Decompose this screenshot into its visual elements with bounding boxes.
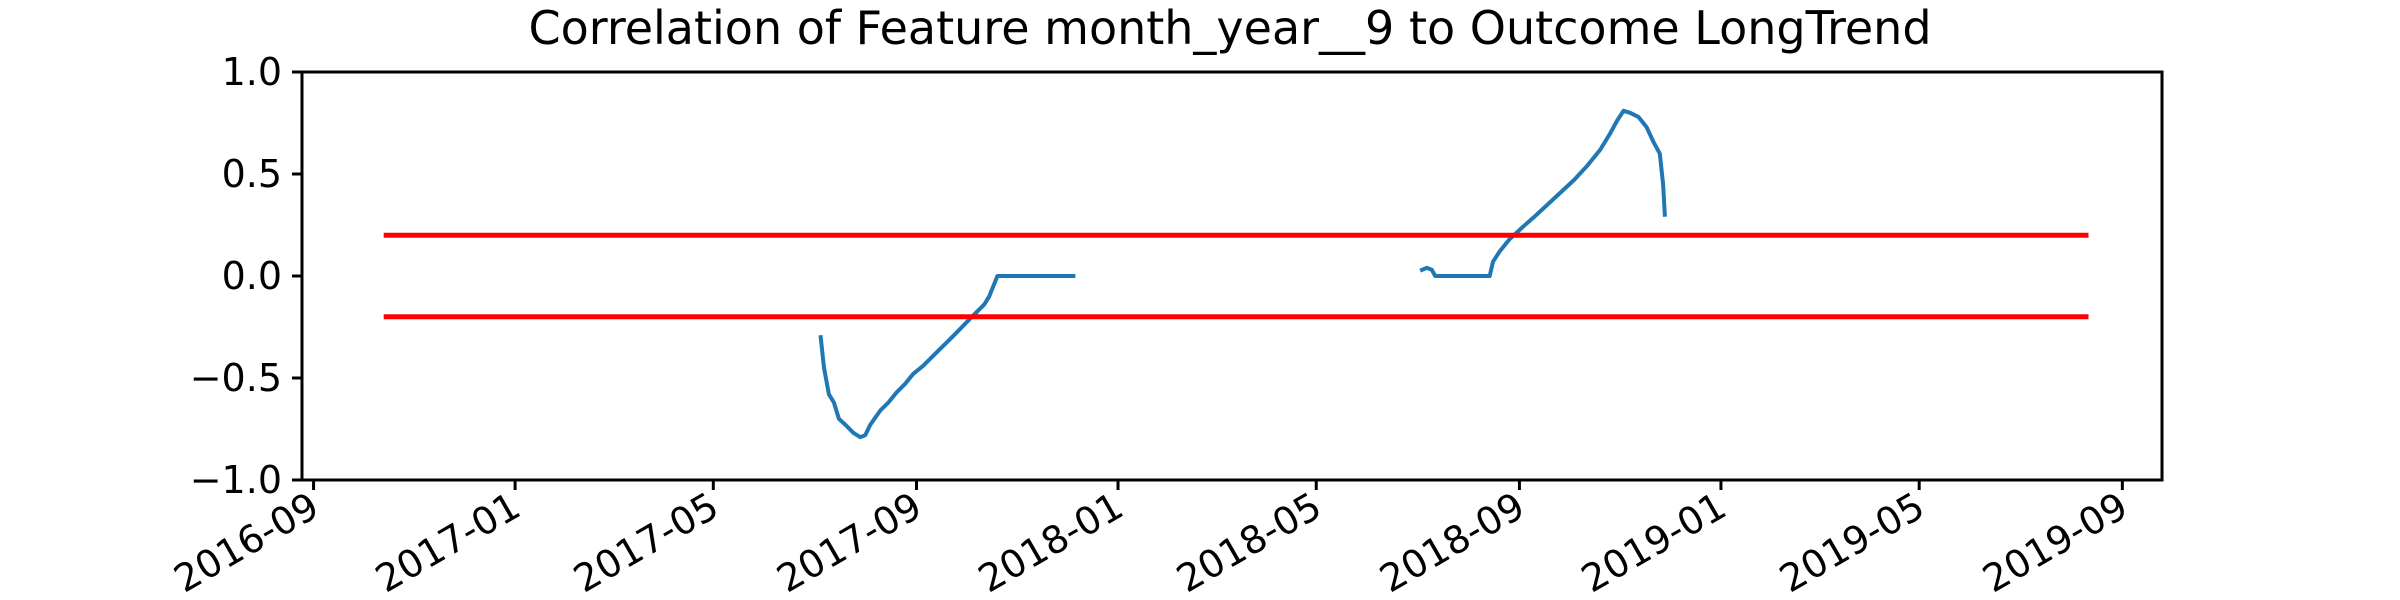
y-axis: 1.0 0.5 0.0 −0.5 −1.0: [190, 50, 302, 502]
x-tick-label: 2018-01: [971, 484, 1131, 600]
y-tick-label: 1.0: [222, 50, 282, 94]
axes-frame: [300, 70, 2164, 482]
x-tick-label: 2018-09: [1372, 484, 1532, 600]
x-tick-label: 2018-05: [1169, 484, 1329, 600]
y-tick-label: 0.0: [222, 254, 282, 298]
x-tick-label: 2017-09: [769, 484, 929, 600]
series-0-line-0: [818, 274, 1076, 440]
y-tick-label: −0.5: [190, 356, 282, 400]
x-tick-label: 2017-05: [566, 484, 726, 600]
x-tick-label: 2019-09: [1975, 484, 2135, 600]
y-tick-label: 0.5: [222, 152, 282, 196]
chart-title: Correlation of Feature month_year__9 to …: [528, 1, 1931, 55]
x-axis: 2016-09 2017-01 2017-05 2017-09 2018-01 2018-…: [167, 480, 2135, 600]
plot-area: [383, 108, 2089, 440]
series-0-line-1: [1419, 108, 1667, 278]
x-tick-label: 2019-01: [1574, 484, 1734, 600]
y-tick-label: −1.0: [190, 458, 282, 502]
x-tick-label: 2017-01: [368, 484, 528, 600]
x-tick-label: 2019-05: [1772, 484, 1932, 600]
